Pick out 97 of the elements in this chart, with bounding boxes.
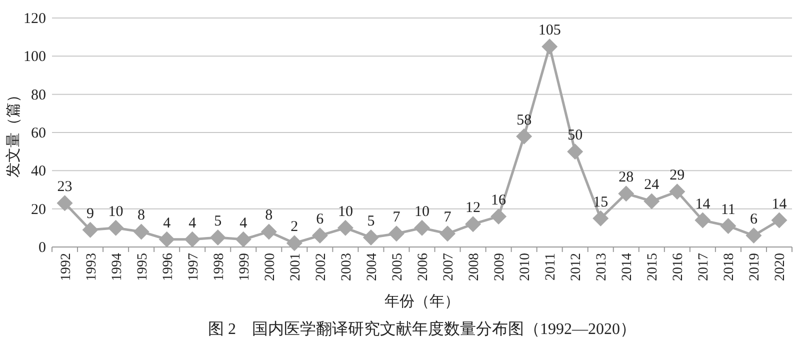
point <box>56 195 73 212</box>
point <box>440 226 456 242</box>
data-label: 50 <box>568 128 583 144</box>
point <box>184 231 200 248</box>
x-tick-label: 2015 <box>646 253 661 281</box>
point <box>108 220 124 236</box>
data-label: 11 <box>720 202 736 218</box>
point <box>312 228 328 244</box>
data-label: 10 <box>414 204 430 220</box>
data-label: 4 <box>240 215 248 232</box>
point <box>414 220 430 236</box>
x-tick-label: 2002 <box>314 253 329 281</box>
y-axis-title: 发文量（篇） <box>5 88 22 178</box>
point <box>771 212 788 228</box>
x-axis-title: 年份（年） <box>384 293 460 310</box>
x-tick-label: 1993 <box>84 253 100 281</box>
point <box>490 208 507 224</box>
x-tick-label: 2005 <box>390 253 406 281</box>
point <box>644 193 660 210</box>
x-tick-label: 2003 <box>339 253 354 281</box>
x-tick-label: 2009 <box>492 253 508 281</box>
data-label: 9 <box>86 206 94 222</box>
x-tick-label: 2019 <box>748 253 763 281</box>
data-label: 8 <box>138 208 146 224</box>
x-tick-label: 2000 <box>262 253 278 281</box>
data-label: 23 <box>57 179 72 196</box>
x-tick-label: 2018 <box>722 253 738 281</box>
data-label: 2 <box>290 219 298 236</box>
data-label: 58 <box>516 112 532 128</box>
point <box>82 222 98 238</box>
point <box>618 186 634 202</box>
point <box>235 231 252 248</box>
data-label: 12 <box>466 200 481 216</box>
x-tick-label: 1995 <box>135 253 150 281</box>
x-tick-label: 2006 <box>416 253 431 281</box>
data-label: 10 <box>108 204 124 220</box>
x-tick-label: 1997 <box>186 253 202 281</box>
point <box>720 218 736 234</box>
point <box>210 229 226 246</box>
point <box>592 210 609 226</box>
data-label: 29 <box>670 168 685 184</box>
x-tick-label: 2010 <box>518 253 534 281</box>
x-tick-label: 2001 <box>288 253 304 281</box>
point <box>260 224 277 240</box>
data-label: 15 <box>593 194 608 210</box>
x-tick-label: 1994 <box>110 253 125 281</box>
point <box>158 231 175 248</box>
data-label: 4 <box>163 215 172 232</box>
data-label: 10 <box>338 204 353 220</box>
data-label: 6 <box>750 212 758 228</box>
data-label: 8 <box>265 208 273 224</box>
y-tick-label: 40 <box>31 164 46 180</box>
x-tick-label: 2013 <box>594 253 610 281</box>
point <box>516 128 532 144</box>
data-label: 7 <box>444 210 452 226</box>
point <box>286 235 302 252</box>
x-tick-label: 2004 <box>364 253 380 281</box>
x-tick-label: 1998 <box>212 253 227 281</box>
point <box>337 220 354 236</box>
data-label: 16 <box>491 192 507 208</box>
x-tick-label: 2007 <box>442 253 457 281</box>
data-label: 4 <box>188 215 197 232</box>
point <box>694 212 711 228</box>
data-label: 14 <box>772 196 788 212</box>
point <box>362 229 379 246</box>
point <box>542 38 558 55</box>
x-tick-label: 1996 <box>160 253 176 281</box>
point <box>133 224 150 240</box>
x-tick-label: 2011 <box>544 253 559 280</box>
x-tick-label: 2016 <box>671 253 686 281</box>
x-tick-label: 2017 <box>696 253 712 281</box>
y-tick-label: 80 <box>31 87 46 104</box>
data-label: 14 <box>695 196 711 212</box>
point <box>465 216 482 232</box>
y-tick-label: 100 <box>24 49 46 66</box>
data-label: 24 <box>644 177 660 194</box>
y-tick-label: 20 <box>31 202 46 218</box>
y-tick-label: 120 <box>24 11 46 27</box>
data-label: 5 <box>367 213 375 230</box>
x-tick-label: 1999 <box>237 253 252 281</box>
y-tick-label: 0 <box>38 240 46 256</box>
point <box>567 144 584 160</box>
x-tick-label: 2012 <box>569 253 584 281</box>
data-label: 7 <box>392 210 401 226</box>
x-tick-label: 2008 <box>467 253 482 281</box>
data-label: 28 <box>618 170 634 186</box>
x-tick-label: 1992 <box>58 253 74 281</box>
y-tick-label: 60 <box>31 126 46 142</box>
point <box>746 228 762 244</box>
point <box>669 184 686 200</box>
text: 图 2 国内医学翻译研究文献年度数量分布图（1992—2020） <box>208 320 636 338</box>
data-label: 5 <box>214 213 222 230</box>
data-label: 6 <box>316 212 324 228</box>
x-tick-label: 2020 <box>773 253 788 281</box>
data-label: 105 <box>538 22 561 39</box>
point <box>388 226 404 242</box>
x-tick-label: 2014 <box>620 253 636 281</box>
